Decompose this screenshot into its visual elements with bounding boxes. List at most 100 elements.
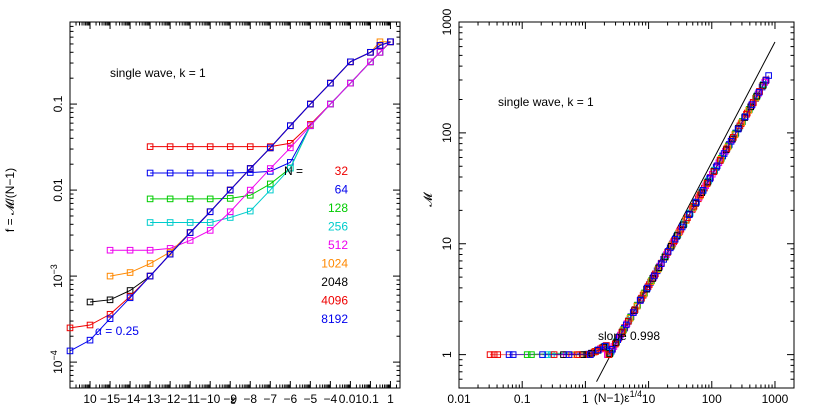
series-line (527, 84, 764, 356)
data-point (287, 144, 294, 152)
data-point (629, 309, 637, 316)
data-point (729, 135, 736, 143)
legend-n-label: N = (284, 164, 303, 178)
right-annotation-wave: single wave, k = 1 (498, 95, 594, 109)
legend-entry: 128 (328, 201, 348, 215)
x-tick-label: −12 (160, 392, 181, 406)
data-point (246, 207, 254, 215)
data-point (126, 269, 134, 276)
left-axis-ticks: 10 −15 −14 −13 −12 −11 −10 −9 −8 −7 −6 −5 −4 0.01 0.1 1… (49, 22, 400, 406)
data-point (692, 199, 700, 206)
x-tick-label: 100 (702, 392, 722, 406)
data-point (509, 351, 517, 358)
data-point (749, 99, 757, 107)
data-point (307, 100, 314, 108)
data-point (166, 219, 174, 226)
data-point (720, 150, 728, 157)
legend-entry: 4096 (321, 294, 348, 308)
data-point (690, 202, 698, 210)
data-point (367, 48, 374, 56)
x-tick-label: 1 (387, 392, 394, 406)
data-point (226, 143, 234, 150)
series-line (150, 41, 391, 174)
data-point (106, 272, 114, 280)
data-point (166, 169, 174, 177)
data-point (166, 195, 174, 203)
right-series-128 (523, 81, 767, 358)
data-point (327, 100, 334, 108)
data-point (166, 250, 174, 258)
data-point (307, 122, 314, 130)
data-point (494, 351, 502, 358)
data-point (186, 169, 194, 177)
data-point (587, 351, 594, 358)
x-tick-label: 0.1 (362, 392, 379, 406)
data-point (86, 321, 94, 329)
data-point (86, 298, 94, 306)
left-plot-frame (69, 21, 401, 389)
y-tick-label: 1 (440, 351, 454, 358)
data-point (664, 248, 672, 255)
right-series-64 (505, 72, 772, 358)
y-tick-label: 0.01 (51, 178, 65, 202)
series-line (563, 85, 764, 356)
legend-entry: 2048 (321, 275, 348, 289)
data-point (643, 284, 651, 292)
legend-entry: 256 (328, 220, 348, 234)
data-point (327, 79, 334, 87)
left-series-group (66, 38, 394, 355)
data-point (636, 297, 644, 304)
data-point (186, 219, 194, 226)
data-point (206, 195, 214, 203)
data-point (246, 169, 254, 176)
series-line (110, 41, 391, 251)
data-point (615, 333, 623, 341)
data-point (146, 219, 154, 226)
data-point (678, 223, 686, 231)
y-tick-label: 10−4 (49, 350, 65, 374)
x-tick-label: −5 (303, 392, 317, 406)
x-tick-label: −14 (120, 392, 141, 406)
data-point (206, 143, 214, 150)
right-chart: 0.01 0.1 1 10 100 1000 1 10 100 1000 single wave,… (421, 8, 795, 406)
left-chart: 10 −15 −14 −13 −12 −11 −10 −9 −8 −7 −6 −5 −4 0.01 0.1 1… (3, 21, 401, 407)
series-line (150, 41, 391, 148)
data-point (367, 58, 374, 66)
data-point (376, 42, 384, 49)
data-point (347, 58, 354, 66)
data-point (565, 351, 573, 358)
series-line (554, 79, 767, 356)
right-series-256 (544, 80, 767, 358)
data-point (126, 246, 134, 254)
legend-entry: 32 (335, 164, 349, 178)
data-point (266, 180, 274, 188)
data-point (486, 351, 494, 358)
data-point (671, 235, 679, 243)
data-point (146, 246, 154, 254)
data-point (146, 272, 154, 280)
alpha-annotation: α = 0.25 (95, 324, 139, 338)
data-point (347, 79, 354, 87)
data-point (246, 143, 254, 150)
data-point (226, 186, 234, 194)
data-point (146, 143, 154, 150)
data-point (730, 134, 737, 141)
data-point (762, 76, 770, 84)
data-point (706, 174, 714, 182)
legend-entry: 8192 (321, 312, 348, 326)
data-point (677, 225, 685, 233)
data-point (741, 113, 749, 121)
data-point (699, 186, 707, 194)
data-point (287, 122, 294, 130)
data-point (86, 336, 94, 344)
data-point (146, 260, 154, 267)
data-point (710, 168, 717, 176)
data-point (106, 315, 114, 322)
data-point (650, 272, 658, 280)
left-annotation-wave: single wave, k = 1 (110, 66, 206, 80)
data-point (206, 208, 214, 216)
left-y-axis-label: f = 𝓜/(N−1) (3, 168, 17, 232)
y-tick-label: 1000 (440, 8, 454, 35)
data-point (601, 342, 609, 350)
